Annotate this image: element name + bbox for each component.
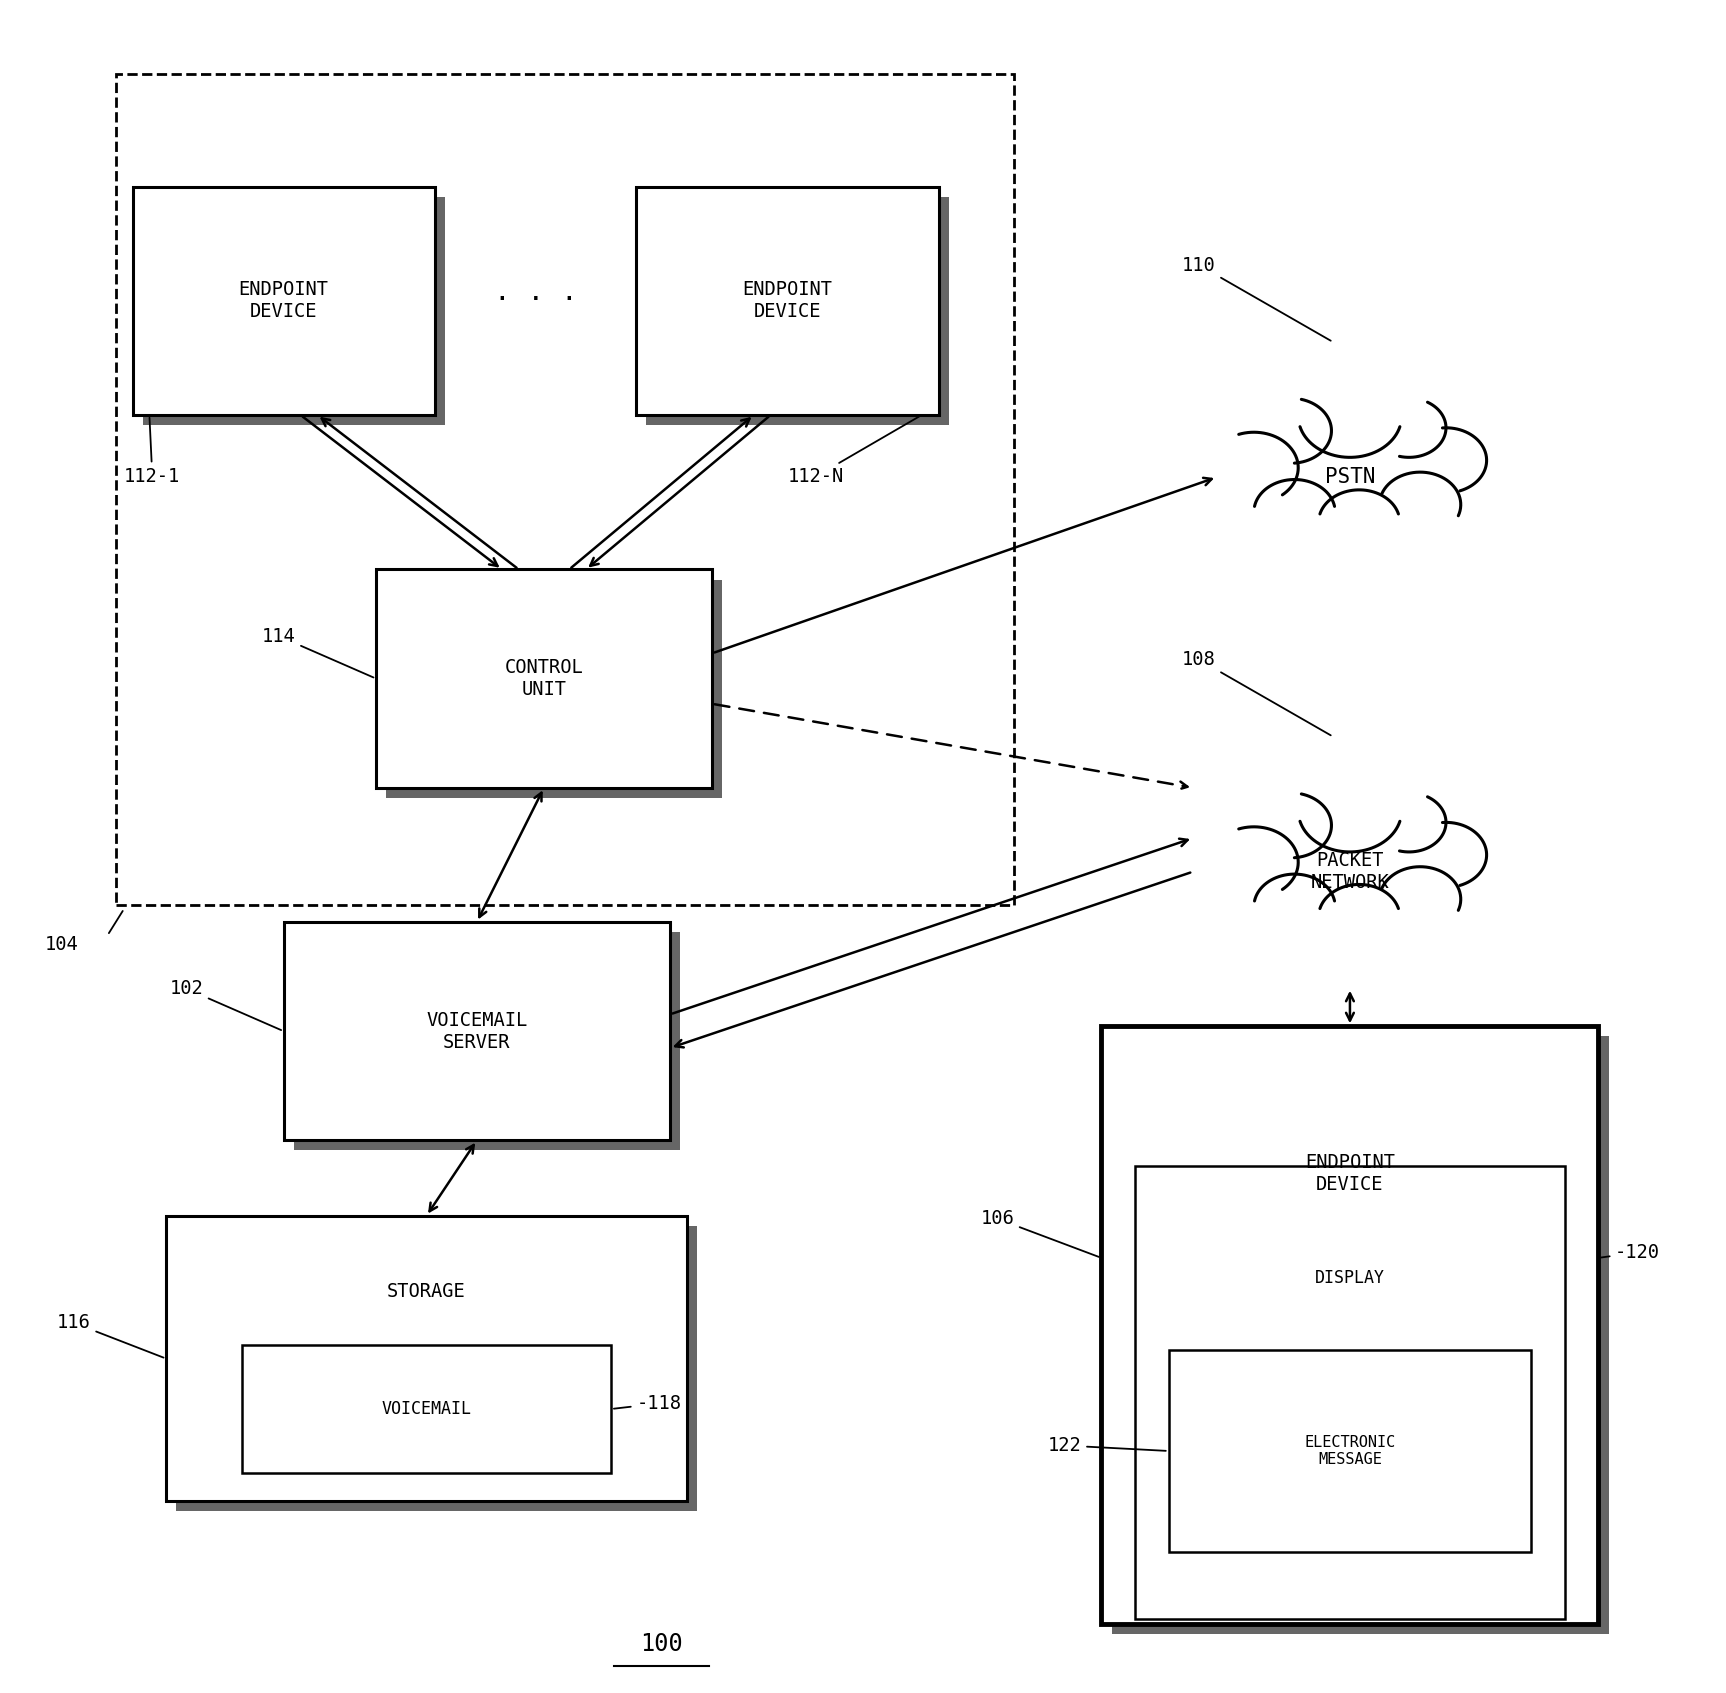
Text: ENDPOINT
DEVICE: ENDPOINT DEVICE bbox=[1305, 1153, 1395, 1195]
Bar bbox=[283, 923, 670, 1141]
Bar bbox=[1112, 1036, 1609, 1634]
Text: ENDPOINT
DEVICE: ENDPOINT DEVICE bbox=[238, 281, 328, 322]
Bar bbox=[242, 1346, 611, 1473]
Bar bbox=[1101, 1026, 1598, 1624]
Text: DISPLAY: DISPLAY bbox=[1315, 1270, 1384, 1287]
Text: -118: -118 bbox=[614, 1393, 682, 1414]
Text: 122: 122 bbox=[1048, 1436, 1165, 1454]
Text: . . .: . . . bbox=[494, 278, 578, 306]
Text: 112-1: 112-1 bbox=[124, 418, 181, 486]
Text: STORAGE: STORAGE bbox=[387, 1282, 466, 1300]
Text: 110: 110 bbox=[1182, 256, 1331, 340]
Text: 116: 116 bbox=[57, 1314, 164, 1358]
Text: PSTN: PSTN bbox=[1324, 467, 1376, 488]
Text: 112-N: 112-N bbox=[787, 416, 920, 486]
Text: ELECTRONIC
MESSAGE: ELECTRONIC MESSAGE bbox=[1305, 1434, 1396, 1468]
Bar bbox=[143, 196, 445, 425]
Bar bbox=[166, 1216, 687, 1502]
Text: PACKET
NETWORK: PACKET NETWORK bbox=[1310, 852, 1389, 892]
Bar bbox=[376, 569, 711, 787]
Text: VOICEMAIL
SERVER: VOICEMAIL SERVER bbox=[426, 1011, 528, 1051]
Text: ENDPOINT
DEVICE: ENDPOINT DEVICE bbox=[742, 281, 832, 322]
Text: 100: 100 bbox=[640, 1632, 683, 1656]
Text: 102: 102 bbox=[169, 979, 281, 1029]
Bar bbox=[1136, 1165, 1565, 1619]
Text: 106: 106 bbox=[980, 1209, 1099, 1256]
Bar bbox=[647, 196, 949, 425]
Text: VOICEMAIL: VOICEMAIL bbox=[381, 1400, 471, 1419]
Bar bbox=[116, 74, 1015, 906]
Bar bbox=[293, 933, 680, 1151]
Bar bbox=[1169, 1351, 1531, 1552]
Bar bbox=[387, 579, 721, 797]
Text: 104: 104 bbox=[45, 936, 79, 955]
Text: -120: -120 bbox=[1602, 1243, 1660, 1261]
Text: CONTROL
UNIT: CONTROL UNIT bbox=[504, 659, 583, 699]
Text: 114: 114 bbox=[262, 626, 373, 677]
Bar bbox=[133, 186, 435, 415]
Text: 108: 108 bbox=[1182, 650, 1331, 735]
Bar bbox=[176, 1226, 697, 1512]
Bar bbox=[637, 186, 939, 415]
